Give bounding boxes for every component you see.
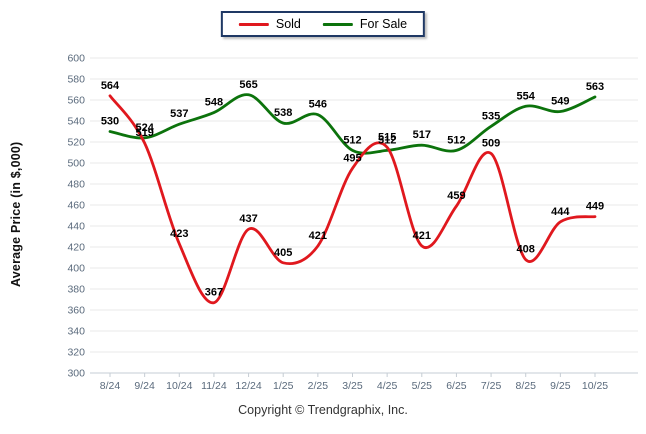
data-label: 564 [101, 80, 120, 92]
y-tick-label: 380 [67, 284, 85, 296]
x-tick-label: 2/25 [308, 380, 329, 392]
y-tick-label: 440 [67, 221, 85, 233]
legend-label-sold: Sold [275, 17, 301, 31]
sold-line [108, 94, 597, 305]
y-tick-label: 420 [67, 242, 85, 254]
data-label: 517 [413, 129, 431, 141]
data-label: 367 [205, 287, 223, 299]
x-tick-label: 5/25 [412, 380, 433, 392]
y-tick-label: 360 [67, 305, 85, 317]
y-tick-label: 460 [67, 200, 85, 212]
x-tick-label: 10/25 [582, 380, 608, 392]
x-tick-label: 12/24 [235, 380, 261, 392]
legend: Sold For Sale [220, 11, 426, 37]
copyright-text: Copyright © Trendgraphix, Inc. [238, 403, 408, 417]
y-tick-label: 300 [67, 368, 85, 380]
data-label: 405 [274, 247, 292, 259]
x-tick-label: 6/25 [446, 380, 467, 392]
data-label: 449 [586, 201, 604, 213]
y-tick-label: 320 [67, 347, 85, 359]
data-label: 437 [239, 213, 257, 225]
y-tick-label: 480 [67, 179, 85, 191]
data-label: 565 [239, 79, 257, 91]
data-label: 509 [482, 138, 500, 150]
line-chart-plot: 300 320 340 360 380 400 420 440 460 480 500 520 540 5… [67, 53, 638, 392]
y-tick-label: 340 [67, 326, 85, 338]
y-tick-label: 580 [67, 74, 85, 86]
y-tick-label: 520 [67, 137, 85, 149]
data-label: 554 [517, 90, 536, 102]
data-label: 444 [551, 206, 570, 218]
x-tick-label: 4/25 [377, 380, 398, 392]
data-label: 512 [343, 134, 361, 146]
sold-line-swatch [238, 22, 269, 26]
data-label: 530 [101, 116, 119, 128]
y-tick-label: 600 [67, 53, 85, 65]
data-label: 535 [482, 110, 500, 122]
legend-item-sold: Sold [238, 17, 301, 31]
x-tick-label: 9/24 [134, 380, 155, 392]
y-tick-label: 500 [67, 158, 85, 170]
data-label: 515 [378, 131, 396, 143]
x-tick-label: 11/24 [201, 380, 227, 392]
data-label: 421 [413, 230, 431, 242]
data-label: 546 [309, 99, 327, 111]
data-label: 421 [309, 230, 327, 242]
y-tick-label: 400 [67, 263, 85, 275]
data-label: 548 [205, 97, 223, 109]
data-label: 519 [135, 127, 153, 139]
x-tick-label: 8/25 [515, 380, 536, 392]
data-label: 423 [170, 228, 188, 240]
data-label: 537 [170, 108, 188, 120]
data-label: 538 [274, 107, 292, 119]
data-label: 408 [517, 244, 535, 256]
x-tick-label: 7/25 [481, 380, 502, 392]
x-tick-label: 10/24 [166, 380, 192, 392]
y-axis-title: Average Price (in $,000) [9, 141, 23, 287]
data-label: 524 [135, 122, 154, 134]
data-label: 512 [378, 134, 396, 146]
y-tick-label: 540 [67, 116, 85, 128]
x-tick-label: 9/25 [550, 380, 571, 392]
data-label: 459 [447, 190, 465, 202]
legend-item-for-sale: For Sale [322, 17, 408, 31]
x-tick-label: 3/25 [342, 380, 363, 392]
data-label: 549 [551, 96, 569, 108]
data-label: 495 [343, 152, 361, 164]
x-tick-label: 8/24 [100, 380, 121, 392]
for-sale-line [108, 93, 597, 155]
x-tick-label: 1/25 [273, 380, 294, 392]
y-tick-label: 560 [67, 95, 85, 107]
legend-label-for-sale: For Sale [359, 17, 408, 31]
data-label: 563 [586, 81, 604, 93]
data-label: 512 [447, 134, 465, 146]
for-sale-line-swatch [322, 22, 353, 26]
